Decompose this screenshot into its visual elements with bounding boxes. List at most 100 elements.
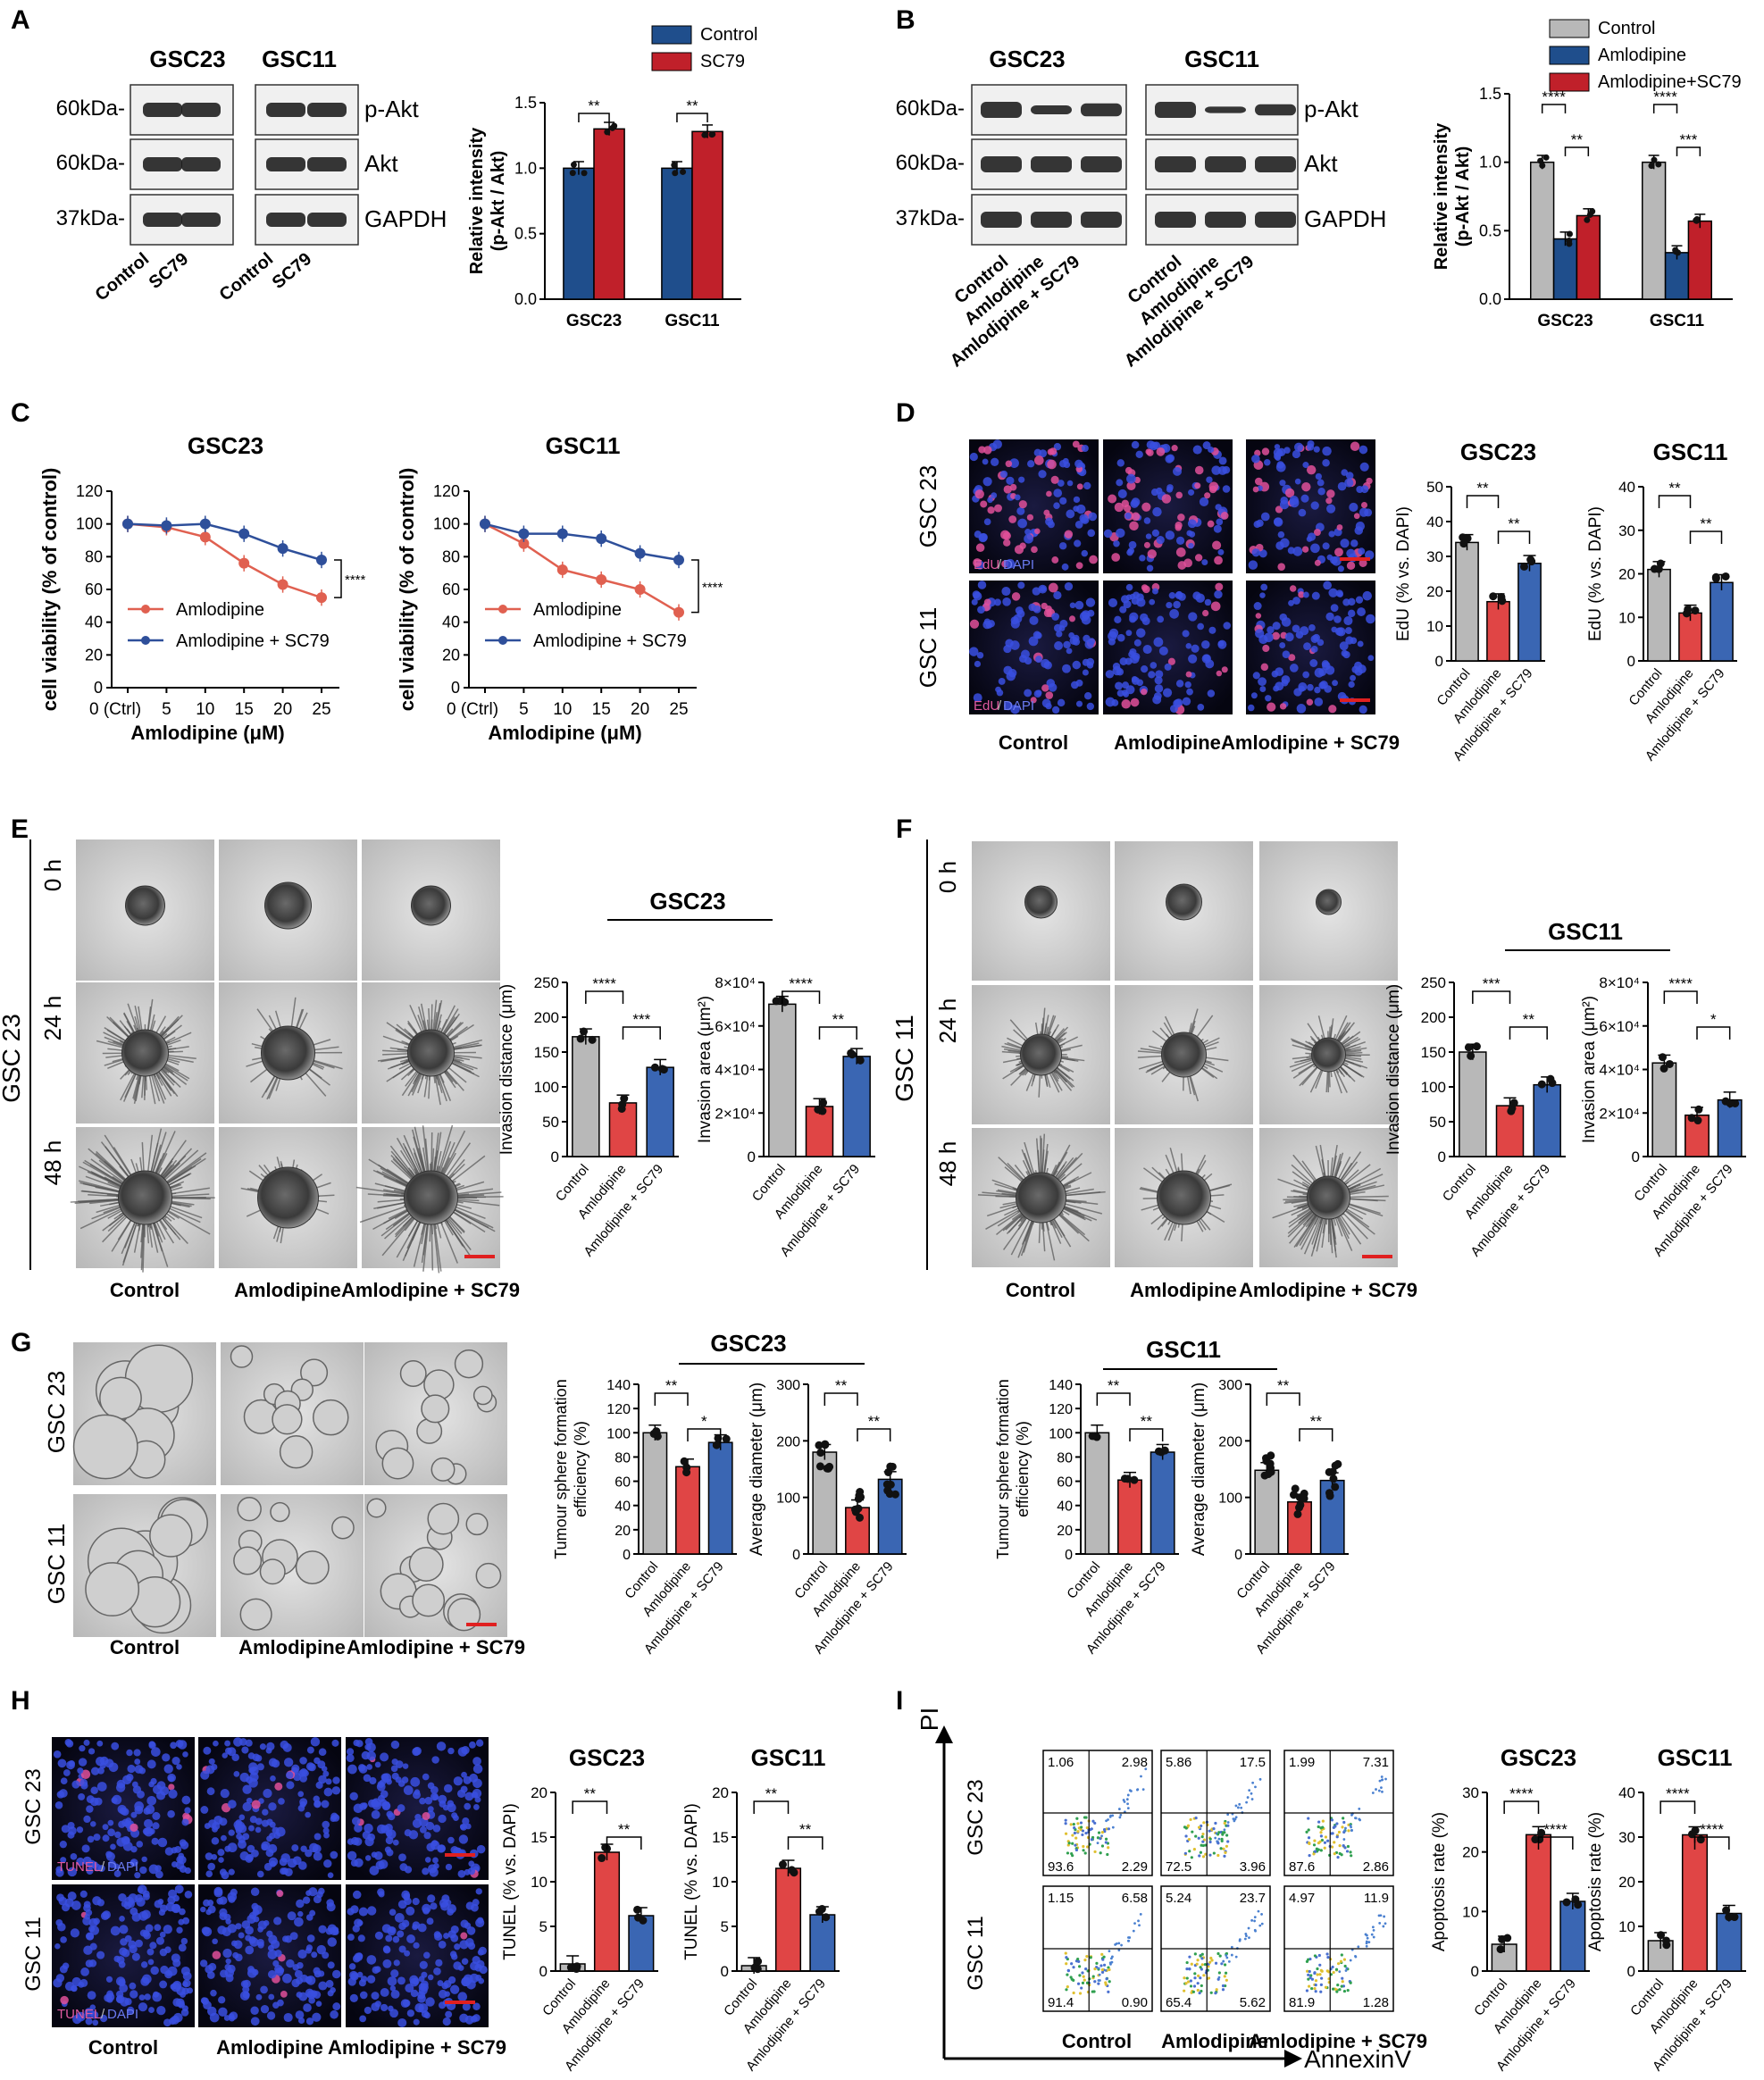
y-tick-label: 40 [442, 614, 460, 631]
event-dot [1188, 1967, 1191, 1971]
data-point [1331, 1483, 1340, 1491]
nucleus [292, 1964, 299, 1971]
nucleus [399, 1863, 408, 1872]
y-axis-label: cell viability (% of control) [396, 468, 418, 712]
nucleus [212, 1938, 218, 1945]
nucleus [286, 1781, 295, 1790]
nucleus [228, 1895, 236, 1903]
data-point [1472, 1042, 1481, 1051]
nucleus [469, 1973, 480, 1984]
quadrant-value: 0.90 [1122, 1995, 1148, 2010]
data-point [650, 1063, 659, 1072]
event-dot [1319, 1990, 1323, 1993]
x-tick-label: 0 (Ctrl) [89, 700, 141, 719]
cell-line-label: GSC11 [262, 46, 337, 72]
nucleus [97, 1767, 105, 1775]
nucleus [281, 1867, 288, 1875]
nucleus [228, 1829, 235, 1836]
event-dot [1085, 1825, 1089, 1830]
nucleus [159, 1931, 166, 1938]
nucleus [1143, 517, 1151, 524]
nucleus [250, 1887, 260, 1896]
nucleus [323, 1859, 332, 1868]
nucleus [297, 1804, 305, 1812]
nucleus [268, 1758, 278, 1767]
nucleus [1194, 482, 1201, 489]
nucleus [1122, 689, 1128, 696]
nucleus [224, 1747, 232, 1755]
nucleus [1314, 686, 1321, 694]
nucleus [156, 1781, 166, 1791]
nucleus [1061, 563, 1069, 571]
bar [1717, 1098, 1743, 1157]
y-tick-label: 80 [85, 547, 103, 565]
bar [1642, 161, 1667, 300]
nucleus [1308, 624, 1316, 631]
nucleus [184, 1807, 191, 1814]
nucleus [413, 1942, 420, 1949]
nucleus [1252, 486, 1259, 493]
nucleus [425, 1997, 435, 2007]
nucleus [969, 452, 978, 462]
nucleus [313, 1895, 322, 1904]
nucleus [1262, 644, 1270, 653]
nucleus [213, 1886, 223, 1896]
event-dot [1325, 1969, 1329, 1973]
y-tick-label: 50 [1429, 1114, 1446, 1131]
nucleus [417, 1923, 427, 1933]
data-point [722, 1434, 731, 1443]
event-dot [1342, 1958, 1347, 1961]
nucleus [1296, 704, 1307, 714]
nucleus [413, 1791, 421, 1800]
nucleus [141, 1974, 152, 1984]
y-tick-label: 200 [1218, 1434, 1242, 1449]
nucleus [464, 1792, 474, 1801]
nucleus [1172, 466, 1183, 476]
nucleus [146, 1795, 157, 1806]
cell-line-label: GSC 23 [0, 1014, 25, 1103]
nucleus [257, 1926, 263, 1933]
nucleus [1141, 664, 1149, 673]
nucleus [242, 1991, 250, 1999]
nucleus [305, 2017, 314, 2026]
nucleus [1274, 517, 1283, 527]
nucleus [203, 1746, 212, 1755]
event-dot [1250, 1918, 1254, 1922]
nucleus [1197, 622, 1205, 631]
nucleus [975, 543, 985, 552]
nucleus [1035, 689, 1042, 697]
nucleus [1088, 638, 1096, 645]
nucleus [385, 1836, 394, 1845]
y-axis-label: Tumour sphere formation [994, 1379, 1012, 1558]
event-dot [1197, 1825, 1201, 1829]
significance-bracket [1509, 1026, 1548, 1040]
nucleus [1182, 697, 1191, 706]
event-dot [1075, 1817, 1079, 1820]
y-axis-label: Invasion distance (μm) [497, 984, 516, 1156]
stain-label-sep: / [101, 2007, 105, 2022]
nucleus [56, 1893, 64, 1902]
nucleus [213, 1740, 219, 1747]
event-dot [1335, 1822, 1339, 1825]
legend-swatch [1549, 72, 1590, 92]
tumour-sphere [412, 1583, 446, 1617]
event-dot [1326, 1839, 1330, 1842]
nucleus [400, 1999, 410, 2009]
nucleus [982, 477, 992, 487]
event-dot [1208, 1829, 1211, 1833]
nucleus [1265, 695, 1272, 702]
stain-label-dapi: DAPI [1003, 557, 1034, 572]
event-dot [1093, 1980, 1097, 1984]
y-tick-label: 1.0 [1479, 154, 1501, 171]
nucleus [283, 1758, 294, 1767]
x-axis-label: Amlodipine (μM) [488, 722, 641, 744]
nucleus [172, 1980, 182, 1991]
nucleus [274, 1782, 283, 1791]
nucleus [441, 1894, 450, 1903]
nucleus [1131, 675, 1138, 682]
nucleus [1359, 558, 1367, 568]
data-point [1507, 1107, 1516, 1115]
event-dot [1332, 1987, 1335, 1991]
blot-band [307, 103, 347, 117]
nucleus [475, 1888, 482, 1895]
